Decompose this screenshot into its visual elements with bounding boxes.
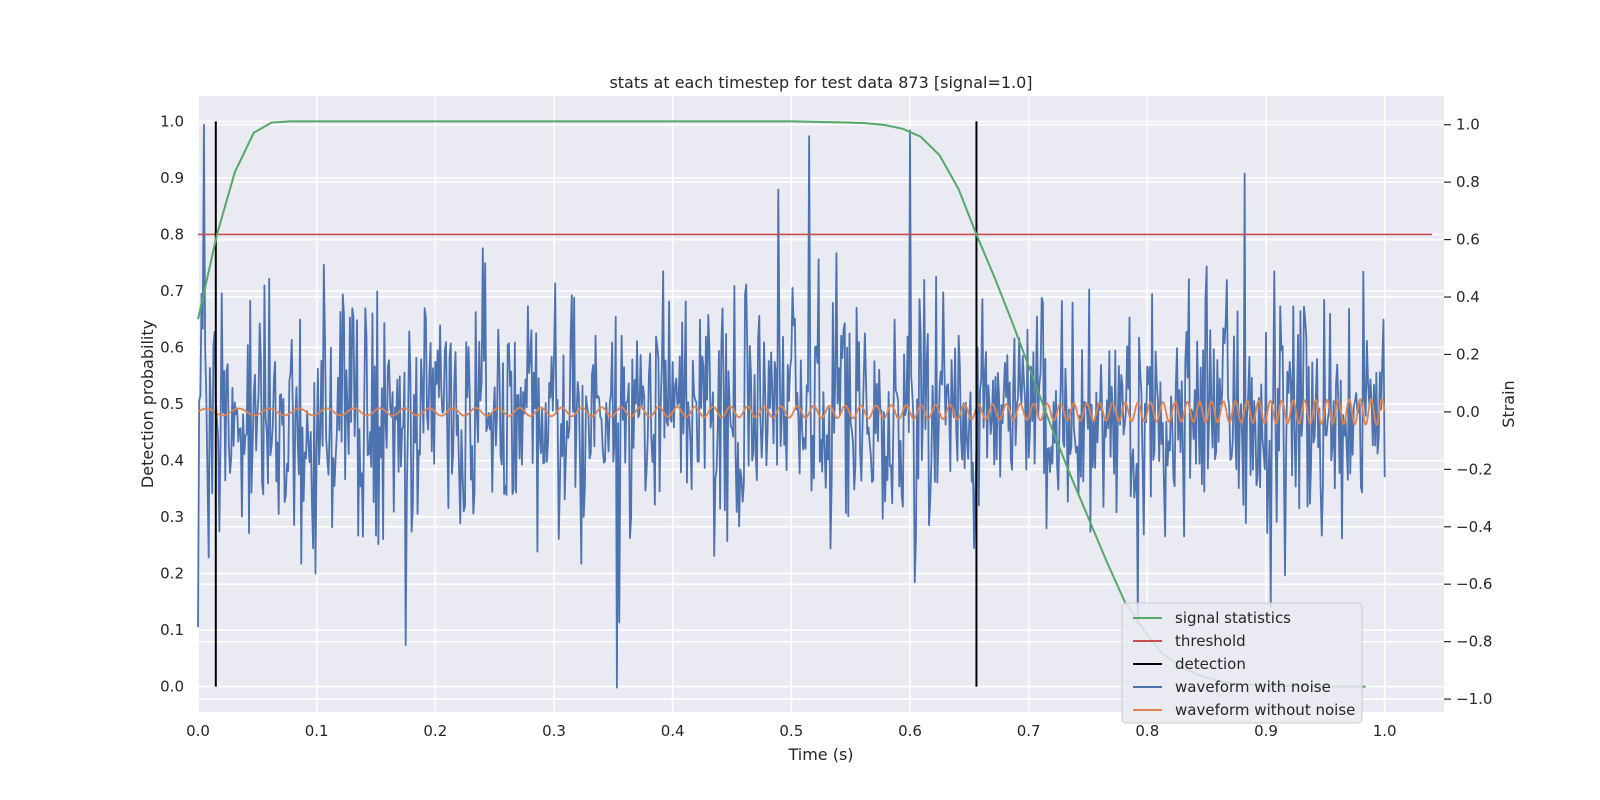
x-tick-label: 0.1 xyxy=(305,722,329,740)
legend: signal statistics threshold detection wavef… xyxy=(1121,602,1363,724)
legend-box xyxy=(1121,602,1363,724)
legend-label: threshold xyxy=(1175,632,1246,650)
x-tick-label: 0.7 xyxy=(1017,722,1041,740)
waveform-without-noise-line xyxy=(197,397,1386,426)
y-tick-label-right: 0.4 xyxy=(1456,288,1480,306)
x-tick-label: 0.0 xyxy=(186,722,210,740)
x-tick-label: 0.9 xyxy=(1254,722,1278,740)
y-tick-label-right: −0.8 xyxy=(1456,633,1492,651)
y-tick-label-right: 0.6 xyxy=(1456,231,1480,249)
y-tick-label-left: 0.1 xyxy=(160,621,184,639)
x-tick-label: 0.3 xyxy=(542,722,566,740)
x-tick-label: 0.4 xyxy=(661,722,685,740)
y-tick-label-right: −1.0 xyxy=(1456,690,1492,708)
y-tick-label-right: 0.0 xyxy=(1456,403,1480,421)
y-tick-label-left: 0.7 xyxy=(160,282,184,300)
chart-title: stats at each timestep for test data 873… xyxy=(609,73,1032,92)
legend-label: waveform with noise xyxy=(1175,678,1331,696)
y-tick-label-right: 0.2 xyxy=(1456,345,1480,363)
y-tick-label-left: 1.0 xyxy=(160,112,184,130)
y-tick-label-right: 1.0 xyxy=(1456,116,1480,134)
y-tick-label-right: −0.4 xyxy=(1456,518,1492,536)
y-tick-label-left: 0.6 xyxy=(160,338,184,356)
y-tick-label-right: −0.6 xyxy=(1456,575,1492,593)
y-tick-label-left: 0.5 xyxy=(160,395,184,413)
y-tick-label-left: 0.2 xyxy=(160,565,184,583)
series-layer xyxy=(197,120,1433,689)
y-tick-label-left: 0.3 xyxy=(160,508,184,526)
tick-labels: 0.0 0.1 0.2 0.3 0.4 0.5 0.6 0.7 0.8 0.9 1.0 0.0 0.1 0… xyxy=(160,112,1492,740)
x-axis-label: Time (s) xyxy=(787,745,853,764)
legend-label: signal statistics xyxy=(1175,609,1291,627)
x-tick-label: 0.2 xyxy=(423,722,447,740)
y-tick-label-right: −0.2 xyxy=(1456,460,1492,478)
y-tick-label-left: 0.0 xyxy=(160,678,184,696)
x-tick-label: 0.6 xyxy=(898,722,922,740)
y-axis-label-left: Detection probability xyxy=(138,320,157,488)
y-tick-label-left: 0.4 xyxy=(160,452,184,470)
legend-label: detection xyxy=(1175,655,1246,673)
y-tick-label-left: 0.8 xyxy=(160,225,184,243)
y-tick-label-left: 0.9 xyxy=(160,169,184,187)
x-tick-label: 0.5 xyxy=(779,722,803,740)
y-axis-label-right: Strain xyxy=(1499,380,1518,427)
x-tick-label: 0.8 xyxy=(1135,722,1159,740)
y-tick-label-right: 0.8 xyxy=(1456,173,1480,191)
legend-label: waveform without noise xyxy=(1175,701,1355,719)
x-tick-label: 1.0 xyxy=(1373,722,1397,740)
